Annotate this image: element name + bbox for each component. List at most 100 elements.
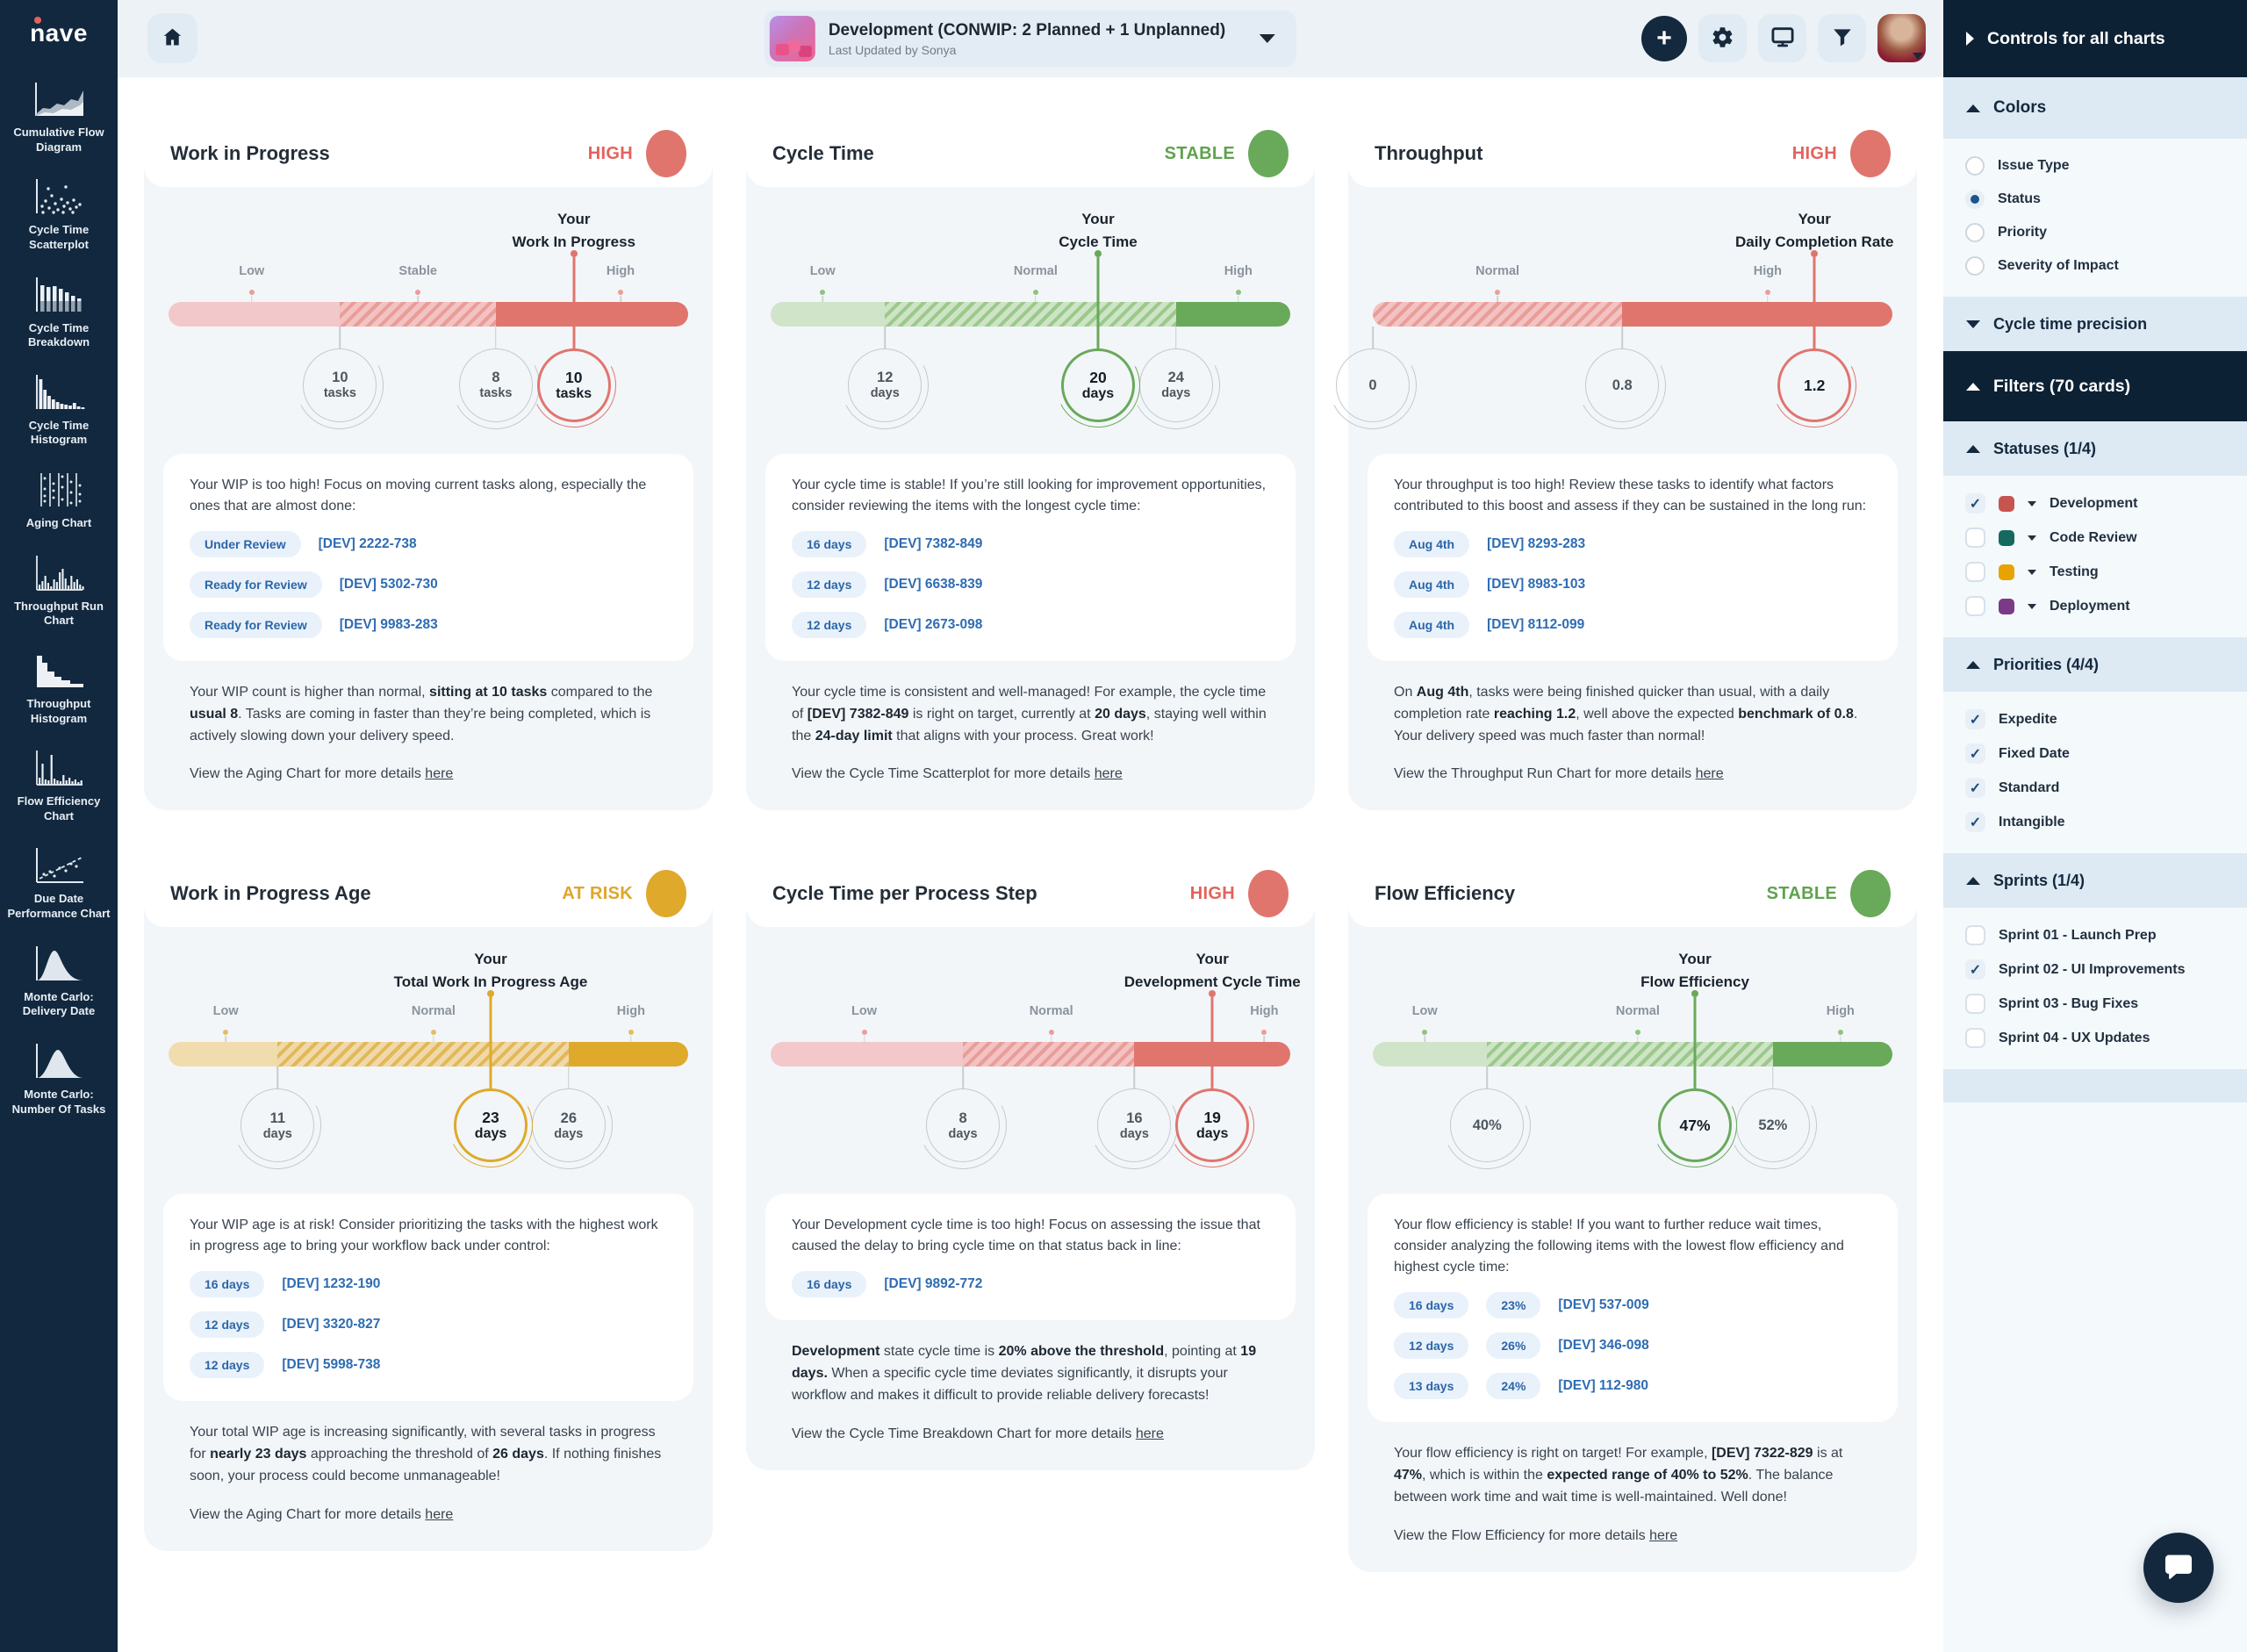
sprints-section-header[interactable]: Sprints (1/4) [1943, 853, 2247, 908]
display-button[interactable] [1758, 14, 1806, 62]
details-link[interactable]: here [1094, 766, 1123, 782]
checkbox-checked-icon[interactable] [1965, 778, 1985, 798]
filters-header[interactable]: Filters (70 cards) [1943, 351, 2247, 421]
sidebar-item-cycle-time-histogram[interactable]: Cycle Time Histogram [4, 372, 114, 448]
chat-button[interactable] [2143, 1533, 2214, 1603]
your-value-label: Your Total Work In Progress Age [393, 951, 588, 990]
add-button[interactable]: + [1641, 15, 1687, 61]
checkbox-icon[interactable] [1965, 1028, 1985, 1048]
controls-header[interactable]: Controls for all charts [1943, 0, 2247, 77]
gauge-axis-stem [1424, 1036, 1425, 1043]
details-link[interactable]: here [425, 766, 454, 782]
checkbox-checked-icon[interactable] [1965, 812, 1985, 832]
priorities-section-header[interactable]: Priorities (4/4) [1943, 637, 2247, 692]
sidebar-item-throughput-run-chart[interactable]: Throughput Run Chart [4, 553, 114, 628]
checkbox-checked-icon[interactable] [1965, 743, 1985, 764]
checkbox-icon[interactable] [1965, 528, 1985, 548]
checkbox-checked-icon[interactable] [1965, 493, 1985, 514]
status-filter-testing[interactable]: Testing [1943, 555, 2247, 589]
sprint-filter-sprint-04-ux-updates[interactable]: Sprint 04 - UX Updates [1943, 1021, 2247, 1055]
avatar[interactable] [1877, 14, 1926, 62]
topbar-actions: + [1641, 14, 1926, 62]
status-filter-label: Testing [2050, 564, 2099, 579]
gauge-axis-stem [225, 1036, 226, 1043]
card-description: Your flow efficiency is stable! If you w… [1368, 1194, 1898, 1423]
task-row: Ready for Review [DEV] 9983-283 [190, 612, 667, 638]
sidebar-item-throughput-histogram[interactable]: Throughput Histogram [4, 650, 114, 726]
gauge-axis-stem [863, 1036, 865, 1043]
task-link[interactable]: [DEV] 2673-098 [884, 617, 983, 632]
task-tag-pill: 12 days [792, 571, 867, 598]
statuses-section-header[interactable]: Statuses (1/4) [1943, 421, 2247, 476]
chevron-down-icon[interactable] [2028, 603, 2036, 609]
task-link[interactable]: [DEV] 6638-839 [884, 577, 983, 592]
color-option-priority[interactable]: Priority [1943, 216, 2247, 249]
marker-value: 0.8 [1612, 377, 1633, 393]
sprint-filter-sprint-01-launch-prep[interactable]: Sprint 01 - Launch Prep [1943, 918, 2247, 952]
gauge-marker-connector [884, 327, 886, 349]
left-sidebar: nave Cumulative Flow Diagram Cycle Time S… [0, 0, 118, 1652]
colors-section-header[interactable]: Colors [1943, 77, 2247, 139]
chevron-down-icon[interactable] [2028, 569, 2036, 575]
gauge-axis-label: Stable [398, 264, 437, 278]
sidebar-item-cycle-time-scatterplot[interactable]: Cycle Time Scatterplot [4, 176, 114, 252]
task-tag-pill: Ready for Review [190, 612, 322, 638]
settings-button[interactable] [1698, 14, 1747, 62]
task-link[interactable]: [DEV] 112-980 [1558, 1378, 1648, 1394]
task-link[interactable]: [DEV] 1232-190 [282, 1276, 381, 1292]
sidebar-item-aging-chart[interactable]: Aging Chart [4, 470, 114, 531]
checkbox-checked-icon[interactable] [1965, 959, 1985, 980]
task-link[interactable]: [DEV] 7382-849 [884, 536, 983, 551]
status-filter-code-review[interactable]: Code Review [1943, 521, 2247, 555]
task-link[interactable]: [DEV] 2222-738 [318, 536, 417, 551]
checkbox-icon[interactable] [1965, 562, 1985, 582]
chevron-down-icon[interactable] [2028, 535, 2036, 541]
color-option-status[interactable]: Status [1943, 183, 2247, 216]
priority-filter-fixed-date[interactable]: Fixed Date [1943, 736, 2247, 771]
gauge-marker: 26 days [531, 1088, 606, 1163]
details-link[interactable]: here [1695, 766, 1724, 782]
card-description: Your WIP age is at risk! Consider priori… [163, 1194, 693, 1402]
priority-filter-intangible[interactable]: Intangible [1943, 805, 2247, 839]
sprint-filter-sprint-02-ui-improvements[interactable]: Sprint 02 - UI Improvements [1943, 952, 2247, 987]
home-button[interactable] [147, 13, 197, 63]
task-link[interactable]: [DEV] 9983-283 [339, 617, 438, 632]
priority-filter-expedite[interactable]: Expedite [1943, 702, 2247, 736]
sidebar-item-cumulative-flow-diagram[interactable]: Cumulative Flow Diagram [4, 79, 114, 154]
details-link[interactable]: here [1649, 1527, 1678, 1543]
details-link[interactable]: here [1135, 1426, 1164, 1441]
task-link[interactable]: [DEV] 537-009 [1558, 1297, 1649, 1313]
chevron-down-icon[interactable] [2028, 500, 2036, 506]
cycle-time-precision-header[interactable]: Cycle time precision [1943, 297, 2247, 351]
color-option-issue-type[interactable]: Issue Type [1943, 149, 2247, 183]
sidebar-item-due-date-performance-chart[interactable]: Due Date Performance Chart [4, 845, 114, 921]
checkbox-icon[interactable] [1965, 994, 1985, 1014]
task-tag-pill: 12 days [792, 612, 867, 638]
task-link[interactable]: [DEV] 5302-730 [339, 577, 438, 592]
checkbox-icon[interactable] [1965, 596, 1985, 616]
color-option-severity-of-impact[interactable]: Severity of Impact [1943, 249, 2247, 283]
funnel-icon [1831, 25, 1854, 51]
sidebar-item-cycle-time-breakdown[interactable]: Cycle Time Breakdown [4, 275, 114, 350]
sidebar-item-monte-carlo-number-of-tasks[interactable]: Monte Carlo: Number Of Tasks [4, 1041, 114, 1117]
task-link[interactable]: [DEV] 5998-738 [282, 1357, 381, 1373]
status-filter-deployment[interactable]: Deployment [1943, 589, 2247, 623]
sidebar-item-monte-carlo-delivery-date[interactable]: Monte Carlo: Delivery Date [4, 944, 114, 1019]
task-link[interactable]: [DEV] 8293-283 [1487, 536, 1586, 551]
task-link[interactable]: [DEV] 346-098 [1558, 1338, 1649, 1354]
sidebar-item-flow-efficiency-chart[interactable]: Flow Efficiency Chart [4, 748, 114, 823]
status-filter-development[interactable]: Development [1943, 486, 2247, 521]
task-link[interactable]: [DEV] 8983-103 [1487, 577, 1586, 592]
priority-filter-standard[interactable]: Standard [1943, 771, 2247, 805]
task-link[interactable]: [DEV] 9892-772 [884, 1276, 983, 1292]
checkbox-checked-icon[interactable] [1965, 709, 1985, 729]
sprint-filter-sprint-03-bug-fixes[interactable]: Sprint 03 - Bug Fixes [1943, 987, 2247, 1021]
gauge-axis-dot [430, 1030, 436, 1036]
filter-button[interactable] [1818, 14, 1866, 62]
nave-logo[interactable]: nave [30, 17, 88, 47]
task-link[interactable]: [DEV] 3320-827 [282, 1317, 381, 1332]
details-link[interactable]: here [425, 1506, 454, 1522]
board-selector[interactable]: Development (CONWIP: 2 Planned + 1 Unpla… [764, 11, 1297, 67]
task-link[interactable]: [DEV] 8112-099 [1487, 617, 1585, 632]
checkbox-icon[interactable] [1965, 925, 1985, 945]
